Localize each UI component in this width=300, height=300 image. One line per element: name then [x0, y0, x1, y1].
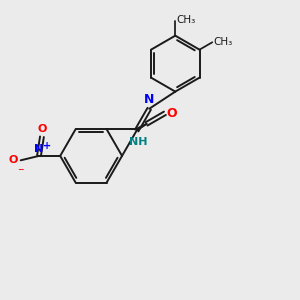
- Text: O: O: [166, 107, 177, 120]
- Text: O: O: [8, 155, 18, 165]
- Text: ⁻: ⁻: [17, 166, 23, 178]
- Text: N: N: [34, 144, 43, 154]
- Text: NH: NH: [129, 137, 148, 147]
- Text: CH₃: CH₃: [177, 15, 196, 26]
- Text: CH₃: CH₃: [214, 37, 233, 47]
- Text: O: O: [37, 124, 46, 134]
- Text: N: N: [144, 93, 154, 106]
- Text: +: +: [44, 141, 52, 151]
